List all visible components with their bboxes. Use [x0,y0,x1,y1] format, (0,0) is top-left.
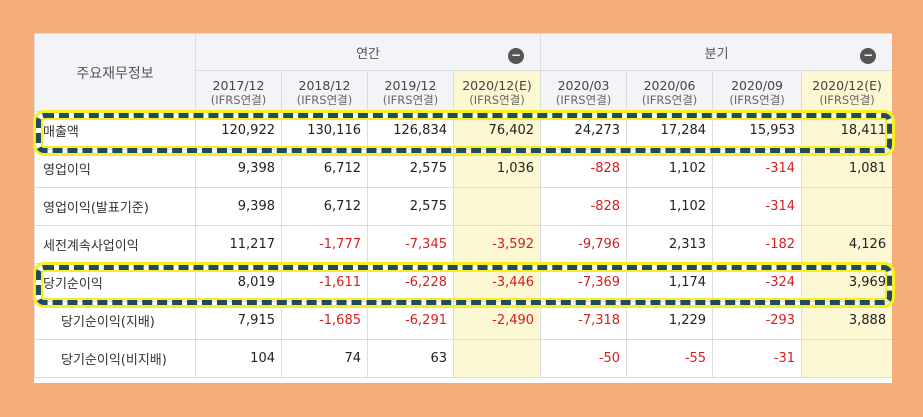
period-basis: (IFRS연결) [555,92,612,107]
period-header: 2017/12 (IFRS연결) [195,70,282,112]
period-header: 2019/12 (IFRS연결) [367,70,454,112]
period-date: 2020/12(E) [812,77,882,93]
value-cell: -293 [712,301,803,340]
value-cell: -182 [712,225,803,264]
period-basis: (IFRS연결) [210,92,267,107]
period-basis: (IFRS연결) [819,92,875,107]
value-cell: 104 [195,339,282,378]
value-cell: -31 [712,339,803,378]
period-date: 2017/12 [212,77,265,93]
table-row: 영업이익 9,398 6,712 2,575 1,036 -828 1,102 -314 1,0… [34,149,892,188]
financial-summary-panel: 주요재무정보 연간 − 분기 − 2017/12 (IFRS연결) 2018/12(… [34,33,892,383]
period-date: 2020/12(E) [462,77,532,93]
value-cell: 6,712 [281,149,368,188]
row-label[interactable]: 당기순이익(비지배) [34,339,196,378]
value-cell: 7,915 [195,301,282,340]
highlight-revenue-row [36,113,892,153]
value-cell: 1,229 [626,301,714,340]
value-cell: 1,102 [626,187,714,226]
value-cell: 2,575 [367,149,454,188]
value-cell: 2,313 [626,225,714,264]
period-header: 2020/12(E) (IFRS연결) [452,70,542,112]
period-basis: (IFRS연결) [296,92,353,107]
period-header: 2018/12 (IFRS연결) [281,70,368,112]
value-cell: 3,888 [801,301,892,340]
value-cell: -2,490 [452,301,542,340]
value-cell: -6,291 [367,301,454,340]
row-label[interactable]: 영업이익(발표기준) [34,187,196,226]
annual-group-label: 연간 [356,46,380,62]
value-cell: -55 [626,339,714,378]
value-cell: -314 [712,149,803,188]
period-header: 2020/06 (IFRS연결) [626,70,714,112]
period-basis: (IFRS연결) [382,92,439,107]
table-body: 매출액 120,922 130,116 126,834 76,402 24,273 17,2… [34,111,892,378]
highlight-net-income-row [36,265,892,305]
row-label[interactable]: 당기순이익(지배) [34,301,196,340]
value-cell: -50 [540,339,628,378]
collapse-annual-icon[interactable]: − [508,48,525,64]
value-cell: 11,217 [195,225,282,264]
row-label[interactable]: 세전계속사업이익 [34,225,196,264]
quarterly-group-label: 분기 [704,46,729,62]
value-cell: 9,398 [195,187,282,226]
table-row: 당기순이익(지배) 7,915 -1,685 -6,291 -2,490 -7,318 1,… [34,301,892,340]
value-cell [801,187,892,226]
value-cell: -1,685 [281,301,368,340]
value-cell: 9,398 [195,149,282,188]
value-cell: 1,036 [452,149,542,188]
value-cell: 1,081 [801,149,892,188]
period-date: 2018/12 [298,77,351,93]
financial-table: 주요재무정보 연간 − 분기 − 2017/12 (IFRS연결) 2018/12(… [34,33,892,378]
period-header: 2020/03 (IFRS연결) [540,70,628,112]
value-cell: -314 [712,187,803,226]
value-cell: -9,796 [540,225,628,264]
period-header: 2020/12(E) (IFRS연결) [801,70,892,112]
value-cell: -7,345 [367,225,454,264]
period-header-row: 2017/12 (IFRS연결) 2018/12 (IFRS연결) 2019/12 (IF… [35,70,892,112]
collapse-quarterly-icon[interactable]: − [860,48,877,64]
corner-header: 주요재무정보 [34,33,196,112]
value-cell: 2,575 [367,187,454,226]
table-row: 당기순이익(비지배) 104 74 63 -50 -55 -31 [34,339,892,378]
value-cell: -7,318 [540,301,628,340]
table-row: 세전계속사업이익 11,217 -1,777 -7,345 -3,592 -9,796 2,… [34,225,892,264]
quarterly-group-header: 분기 − [540,33,892,71]
value-cell: 4,126 [801,225,892,264]
value-cell [801,339,892,378]
value-cell: -828 [540,187,628,226]
period-date: 2020/03 [557,77,610,93]
value-cell [452,187,542,226]
row-label[interactable]: 영업이익 [34,149,196,188]
value-cell: 74 [281,339,368,378]
value-cell: -828 [540,149,628,188]
table-row: 영업이익(발표기준) 9,398 6,712 2,575 -828 1,102 -314 [34,187,892,226]
value-cell: 1,102 [626,149,714,188]
annual-group-header: 연간 − [194,33,542,71]
period-date: 2020/09 [731,77,784,93]
value-cell [452,339,542,378]
period-date: 2020/06 [643,77,696,93]
period-basis: (IFRS연결) [641,92,698,107]
value-cell: -1,777 [281,225,368,264]
value-cell: 6,712 [281,187,368,226]
period-basis: (IFRS연결) [729,92,785,107]
value-cell: 63 [367,339,454,378]
period-basis: (IFRS연결) [469,92,525,107]
value-cell: -3,592 [452,225,542,264]
period-date: 2019/12 [384,77,437,93]
period-header: 2020/09 (IFRS연결) [712,70,803,112]
